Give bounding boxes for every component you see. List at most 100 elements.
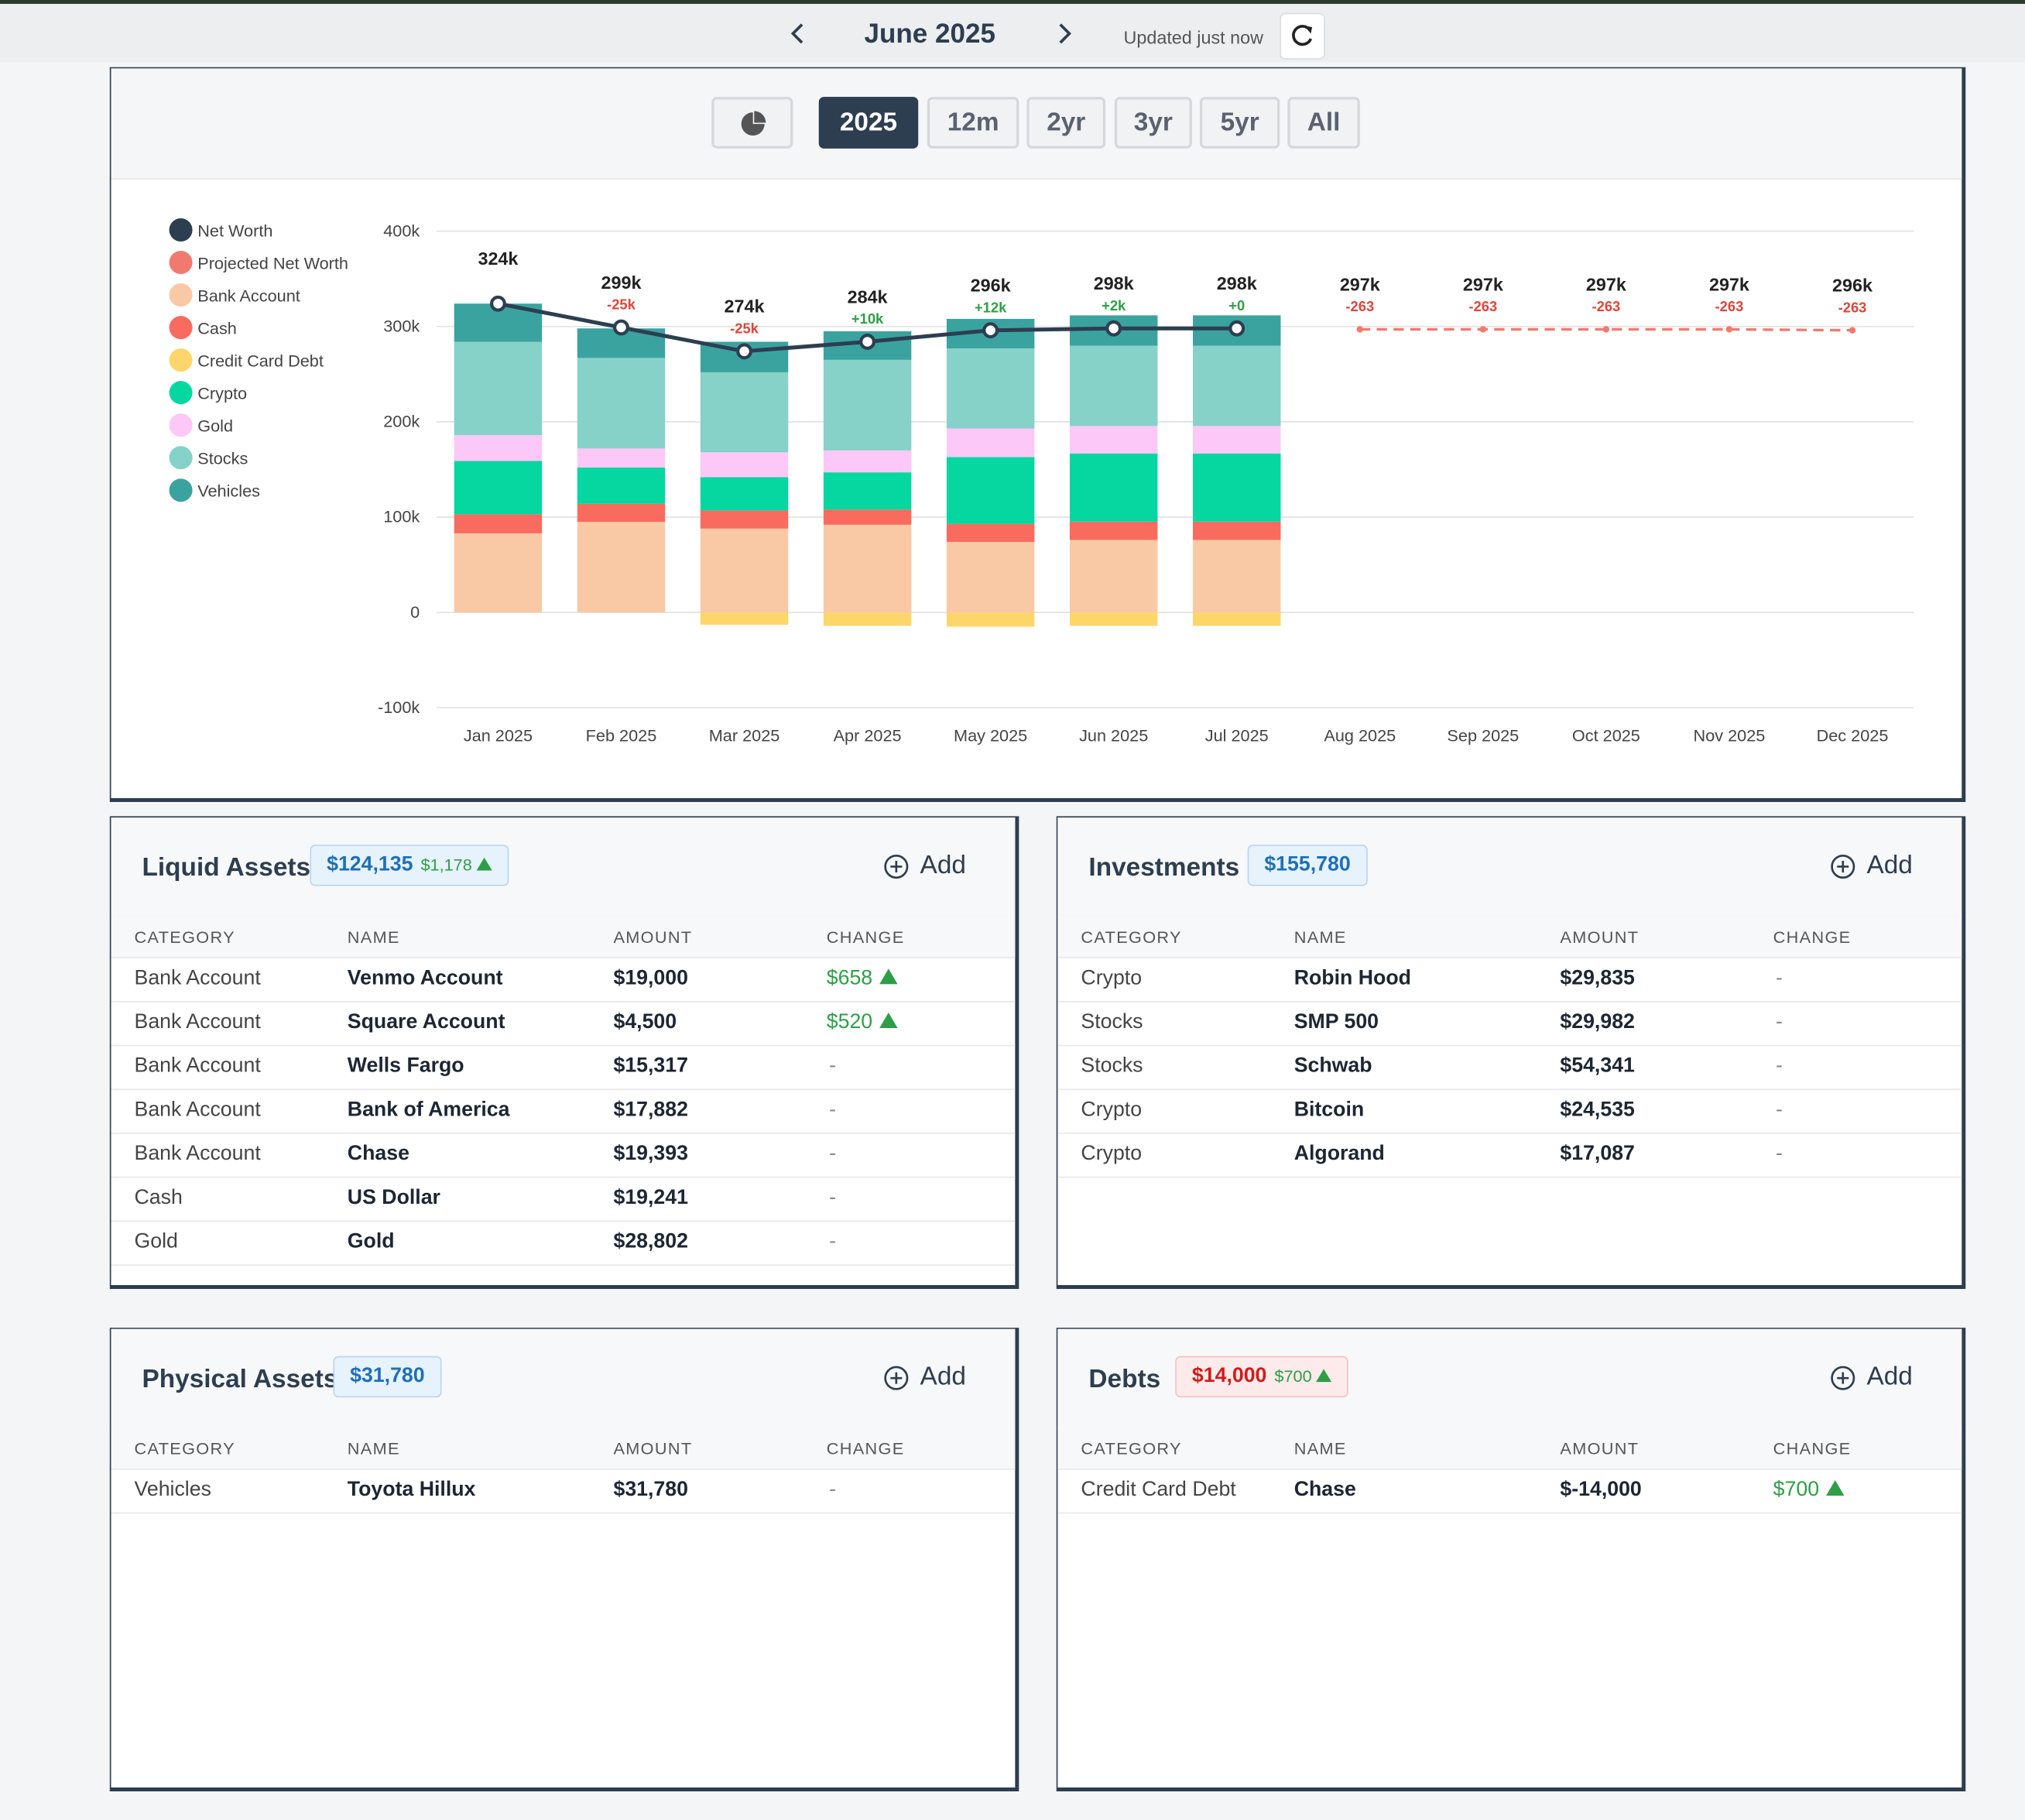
value-label: 296k [971, 276, 1011, 296]
bar-segment [1193, 612, 1281, 626]
cell: $15,317 [613, 1055, 688, 1078]
bar-segment [1069, 521, 1158, 540]
add-button[interactable]: Add [1831, 1362, 1913, 1392]
refresh-button[interactable] [1280, 12, 1325, 60]
x-tick-label: Sep 2025 [1447, 726, 1519, 745]
range-button[interactable]: 3yr [1114, 97, 1192, 149]
bar-segment [1069, 540, 1158, 613]
bar-segment [577, 522, 666, 613]
cell: Bank Account [134, 1143, 261, 1165]
panel: Liquid Assets $124,135 $1,178 Add CATEGORY NA… [109, 816, 1019, 1290]
column-label: CHANGE [826, 1438, 905, 1458]
change-label: -263 [1838, 299, 1867, 315]
table-row: Stocks SMP 500 $29,982 - [1057, 1001, 1962, 1047]
total: $124,135 [327, 853, 413, 876]
cell: - [829, 1099, 836, 1122]
x-tick-label: Nov 2025 [1694, 726, 1766, 745]
range-bar: 2025 12m 2yr 3yr 5yr All [111, 68, 1962, 180]
bar-segment [454, 461, 543, 515]
range-button[interactable]: 5yr [1199, 97, 1280, 149]
column-header: CATEGORY NAME AMOUNT CHANGE [111, 1427, 1016, 1470]
x-tick-label: Oct 2025 [1572, 726, 1640, 745]
change-label: -25k [730, 320, 759, 336]
bar-segment [454, 514, 543, 533]
value-label: 297k [1463, 274, 1503, 294]
panel: Investments $155,780 Add CATEGORY NAME AMOUNT… [1056, 816, 1966, 1290]
cell: Schwab [1293, 1055, 1372, 1078]
range-button[interactable]: All [1287, 97, 1360, 149]
legend-swatch [169, 348, 193, 372]
x-tick-label: Feb 2025 [586, 726, 657, 745]
cell: Crypto [1081, 1143, 1143, 1165]
cell: $19,000 [613, 967, 688, 989]
value-label: 274k [725, 296, 765, 317]
add-button[interactable]: Add [884, 851, 966, 880]
y-tick-label: 200k [383, 412, 420, 431]
range-button[interactable]: 2yr [1026, 97, 1106, 149]
cell: - [829, 1143, 836, 1165]
total-badge: $155,780 [1247, 845, 1368, 886]
cell: Robin Hood [1293, 967, 1411, 989]
updated: Updated just now [1123, 27, 1263, 48]
add-button[interactable]: Add [884, 1362, 966, 1392]
add-button[interactable]: Add [1831, 851, 1913, 880]
change-label: +10k [851, 310, 884, 327]
panel-title: Investments [1088, 853, 1240, 883]
bar-segment [1069, 453, 1158, 522]
cell: Vehicles [134, 1479, 211, 1501]
total-change: $1,178 [420, 855, 491, 874]
table-row: Bank Account Square Account $4,500 $520 [111, 1001, 1016, 1047]
cell: - [1776, 967, 1783, 989]
legend-label: Stocks [197, 449, 248, 468]
add-label: Add [920, 1362, 966, 1391]
bar-segment [454, 533, 543, 613]
cell: Algorand [1293, 1143, 1385, 1165]
value-label: 297k [1340, 274, 1380, 294]
bar-segment [823, 509, 912, 525]
cell: $19,393 [613, 1143, 688, 1165]
table-row: Crypto Bitcoin $24,535 - [1057, 1088, 1962, 1134]
cell: $658 [827, 968, 1016, 991]
table-row: Credit Card Debt Chase $-14,000 $700 [1057, 1469, 1962, 1514]
legend-swatch [169, 413, 193, 437]
bar-segment [946, 542, 1035, 613]
bar-segment [823, 472, 912, 510]
bar-segment [946, 523, 1035, 543]
cell: $29,835 [1560, 967, 1635, 989]
bar-segment [577, 467, 666, 504]
point [1849, 327, 1856, 334]
bar-segment [1193, 426, 1281, 454]
cell: Cash [134, 1187, 183, 1209]
range-button[interactable]: 2025 [818, 97, 919, 149]
cell: $31,780 [613, 1479, 688, 1501]
x-tick-label: Aug 2025 [1324, 726, 1396, 745]
column-label: AMOUNT [1560, 1438, 1640, 1458]
bar-segment [577, 503, 666, 523]
icon-circle [885, 854, 910, 879]
bar-segment [1193, 453, 1281, 522]
bar-segment [1193, 345, 1281, 427]
panel-header [111, 817, 1016, 917]
column-label: AMOUNT [1560, 927, 1640, 947]
next-month[interactable] [1054, 22, 1074, 45]
legend-label: Credit Card Debt [197, 351, 324, 370]
bar-segment [700, 372, 789, 453]
table-row: Bank Account Bank of America $17,882 - [111, 1088, 1016, 1134]
header: June 2025 Updated just now [0, 4, 2025, 63]
bar-segment [1069, 612, 1158, 626]
pie-button[interactable] [711, 97, 793, 149]
cell: Crypto [1081, 1099, 1143, 1122]
change-label: -263 [1345, 298, 1374, 314]
add-label: Add [1866, 851, 1913, 880]
column-label: NAME [1293, 927, 1347, 947]
column-label: CATEGORY [134, 927, 235, 947]
add-icon [885, 1365, 910, 1390]
bar-segment [823, 359, 912, 451]
prev-month[interactable] [788, 22, 809, 45]
cell: Bank of America [347, 1099, 510, 1122]
legend-label: Gold [197, 416, 233, 436]
cell: Bank Account [134, 1011, 261, 1033]
table-row: Cash US Dollar $19,241 - [111, 1177, 1016, 1222]
range-button[interactable]: 12m [927, 97, 1019, 149]
